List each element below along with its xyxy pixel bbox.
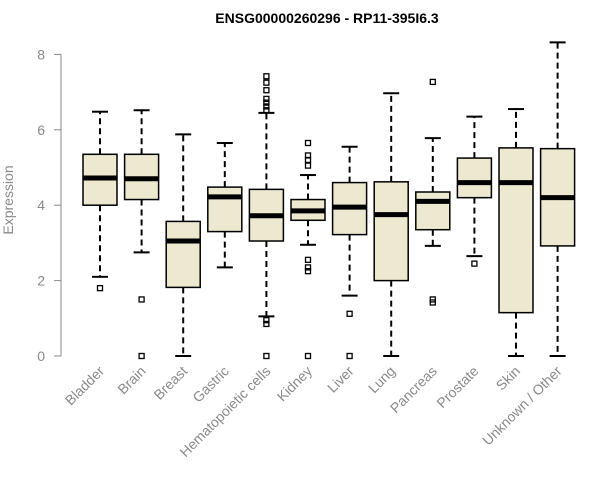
- chart-title: ENSG00000260296 - RP11-395I6.3: [215, 10, 439, 26]
- outlier-hematopoietic-cells-8: [263, 320, 270, 328]
- box-prostate: [456, 115, 493, 267]
- box-lung: [373, 92, 409, 357]
- boxes-group: [82, 41, 576, 360]
- outlier-liver-1: [346, 352, 353, 360]
- box-pancreas: [415, 78, 451, 306]
- box-hematopoietic-cells: [248, 73, 285, 360]
- outlier-kidney-4: [304, 256, 312, 264]
- x-label-breast: Breast: [150, 363, 190, 403]
- box-liver: [331, 145, 368, 360]
- outlier-bladder-0: [96, 284, 104, 292]
- iqr-box-prostate: [456, 157, 493, 199]
- outlier-prostate-0: [471, 260, 478, 267]
- outlier-hematopoietic-cells-0: [263, 73, 270, 80]
- box-skin: [498, 108, 534, 357]
- outlier-hematopoietic-cells-4: [263, 99, 270, 106]
- box-kidney: [290, 139, 326, 360]
- y-tick-label-6: 6: [37, 122, 45, 138]
- x-label-bladder: Bladder: [62, 363, 108, 409]
- iqr-box-lung: [373, 181, 409, 282]
- iqr-box-breast: [165, 220, 201, 289]
- x-label-skin: Skin: [493, 363, 524, 394]
- y-tick-label-0: 0: [37, 348, 45, 364]
- x-label-lung: Lung: [365, 363, 398, 396]
- x-label-brain: Brain: [114, 363, 148, 397]
- outlier-kidney-3: [304, 162, 312, 169]
- iqr-box-pancreas: [415, 191, 451, 231]
- outlier-liver-0: [346, 310, 353, 317]
- x-label-kidney: Kidney: [274, 363, 316, 405]
- outlier-kidney-0: [304, 139, 312, 147]
- iqr-box-gastric: [207, 186, 243, 233]
- box-bladder: [82, 110, 118, 292]
- outlier-hematopoietic-cells-1: [263, 79, 270, 86]
- outlier-pancreas-0: [429, 78, 436, 86]
- y-axis: 0 2 4 6 8: [37, 46, 62, 364]
- outlier-kidney-6: [304, 268, 312, 275]
- x-label-unknown-other: Unknown / Other: [479, 363, 565, 449]
- box-breast: [165, 133, 201, 357]
- outlier-hematopoietic-cells-6: [263, 107, 270, 114]
- outlier-hematopoietic-cells-3: [263, 95, 270, 103]
- y-axis-label: Expression: [0, 165, 16, 234]
- box-brain: [123, 109, 160, 360]
- outlier-hematopoietic-cells-7: [263, 317, 270, 324]
- outlier-hematopoietic-cells-5: [263, 103, 270, 110]
- outlier-kidney-7: [304, 352, 312, 360]
- box-gastric: [207, 141, 243, 269]
- iqr-box-skin: [498, 147, 534, 314]
- y-tick-label-8: 8: [37, 46, 45, 62]
- y-tick-label-2: 2: [37, 273, 45, 289]
- outlier-hematopoietic-cells-2: [263, 87, 270, 94]
- outlier-pancreas-2: [429, 299, 436, 306]
- y-tick-label-4: 4: [37, 197, 45, 213]
- x-label-prostate: Prostate: [433, 363, 481, 411]
- x-label-liver: Liver: [324, 363, 357, 396]
- outlier-brain-0: [138, 296, 145, 303]
- box-unknown-other: [539, 41, 576, 357]
- outlier-kidney-2: [304, 156, 312, 164]
- outlier-hematopoietic-cells-9: [263, 352, 270, 360]
- outlier-kidney-5: [304, 264, 312, 271]
- outlier-brain-1: [138, 352, 145, 360]
